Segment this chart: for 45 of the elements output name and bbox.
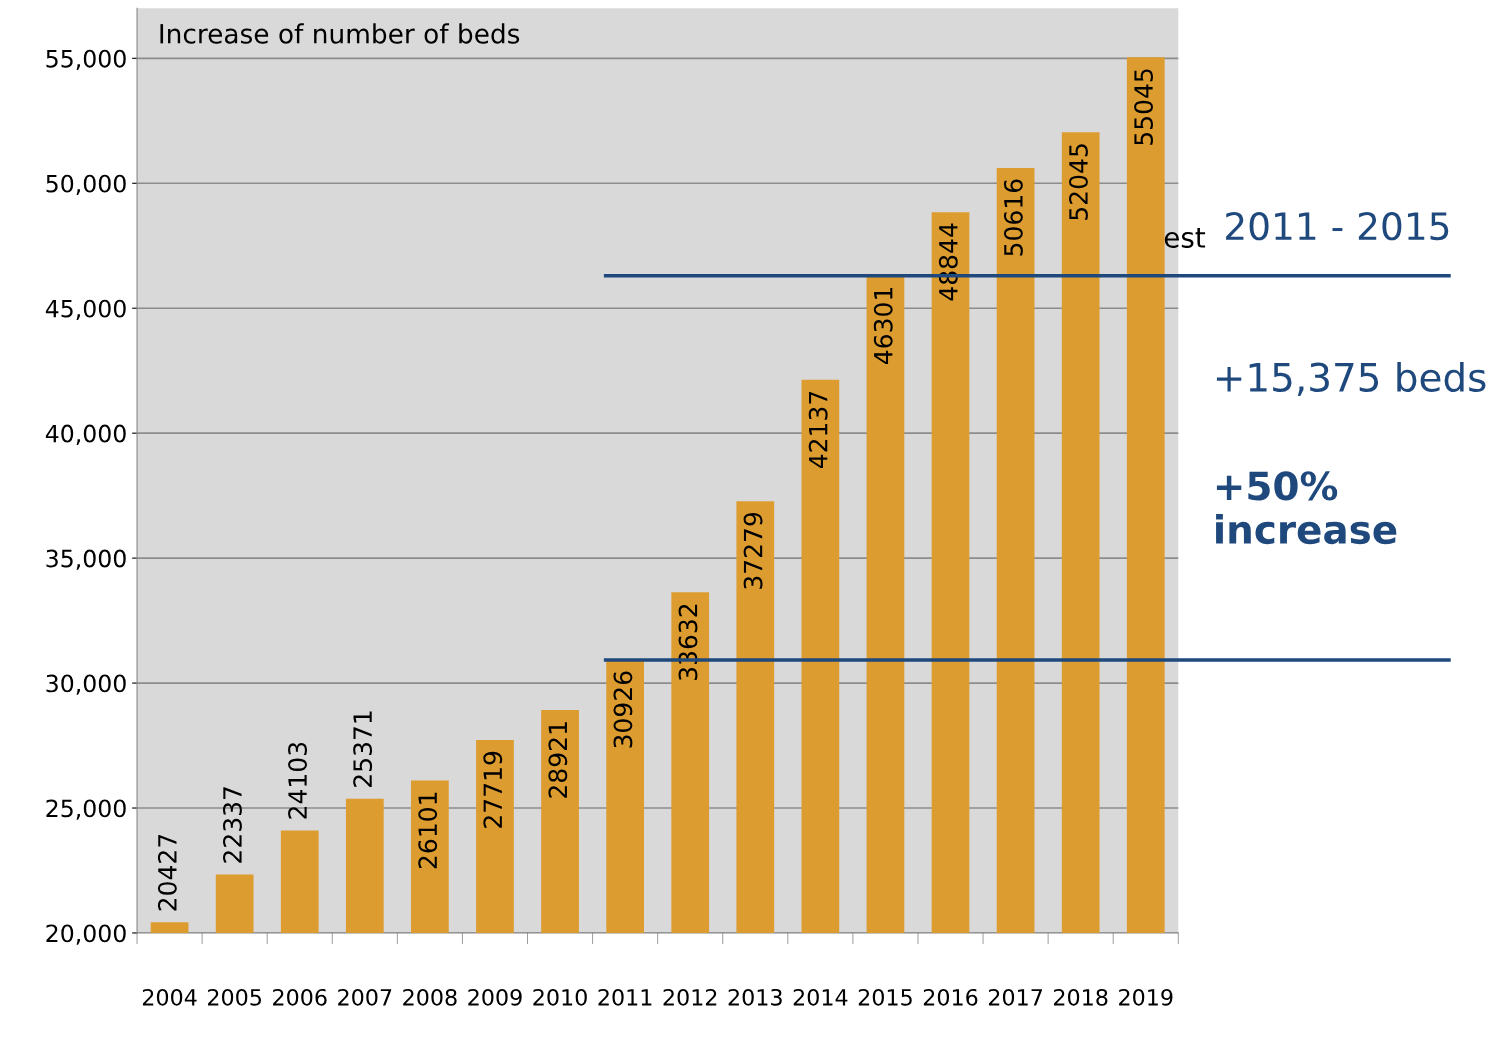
data-label: 33632 — [678, 604, 698, 680]
y-tick-label: 40,000 — [45, 424, 126, 445]
text: 2011 - 2015 — [1226, 211, 1449, 241]
y-tick-label: 20,000 — [46, 924, 126, 945]
data-label: 27719 — [483, 751, 503, 828]
y-tick-label: 25,000 — [46, 799, 126, 820]
x-tick-label: 2017 — [988, 988, 1042, 1006]
x-tick-label: 2014 — [793, 988, 848, 1006]
y-tick-label: 45,000 — [45, 299, 126, 320]
annotation: est — [1164, 228, 1206, 248]
chart-title: Increase of number of beds — [160, 23, 520, 44]
data-label: 55045 — [1134, 69, 1153, 145]
data-label: 48844 — [938, 223, 958, 301]
y-tick-label: 50,000 — [46, 174, 126, 195]
x-tick-label: 2019 — [1119, 988, 1173, 1006]
data-label: 50616 — [1003, 179, 1023, 256]
data-label: 22337 — [223, 787, 242, 863]
data-label: 46301 — [873, 288, 893, 365]
data-label: 52045 — [1069, 144, 1088, 220]
text: +50% increase — [1216, 471, 1397, 545]
x-tick-label: 2006 — [273, 988, 327, 1006]
x-tick-label: 2011 — [598, 988, 652, 1006]
y-tick-label: 35,000 — [46, 549, 126, 570]
x-tick-label: 2015 — [858, 988, 912, 1006]
y-tick-label: 30,000 — [46, 674, 126, 695]
data-label: 37279 — [743, 512, 763, 589]
data-label: 30926 — [613, 671, 633, 748]
data-label: 42137 — [808, 391, 828, 469]
x-tick-label: 2013 — [728, 988, 782, 1006]
x-tick-label: 2018 — [1054, 988, 1108, 1006]
x-tick-label: 2008 — [403, 988, 457, 1006]
x-tick-label: 2009 — [468, 988, 522, 1006]
text: +15,375 beds — [1216, 361, 1486, 396]
data-label: 25371 — [353, 711, 373, 787]
data-label: 24103 — [288, 742, 307, 819]
x-tick-label: 2005 — [208, 988, 261, 1006]
x-tick-label: 2012 — [663, 988, 717, 1006]
x-tick-label: 2004 — [142, 988, 197, 1006]
x-tick-label: 2016 — [923, 988, 978, 1006]
x-tick-label: 2007 — [338, 988, 392, 1006]
data-label: 20427 — [157, 834, 177, 911]
y-tick-label: 55,000 — [46, 49, 126, 71]
data-label: 26101 — [418, 792, 438, 869]
x-tick-label: 2010 — [533, 988, 587, 1006]
data-label: 28921 — [548, 722, 568, 798]
